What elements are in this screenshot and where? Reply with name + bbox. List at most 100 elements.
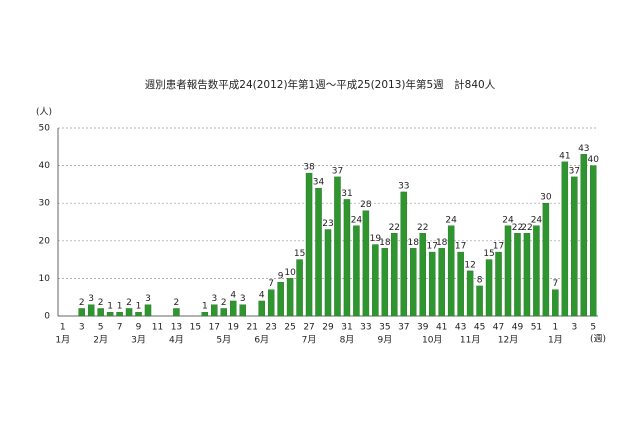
- data-label: 1: [107, 302, 113, 312]
- data-label: 23: [322, 219, 333, 229]
- month-label: 1月: [55, 335, 70, 346]
- month-label: 4月: [169, 335, 184, 346]
- bar: [239, 304, 246, 317]
- month-label: 2月: [93, 335, 108, 346]
- data-label: 9: [278, 272, 284, 282]
- month-label: 9月: [377, 335, 392, 346]
- x-tick-label: 21: [246, 323, 257, 333]
- data-label: 18: [436, 238, 448, 248]
- x-tick-label: 1: [60, 323, 66, 333]
- x-tick-label: 1: [553, 323, 559, 333]
- bar: [267, 289, 275, 317]
- bar: [419, 233, 426, 317]
- data-label: 15: [483, 249, 494, 259]
- x-tick-label: 13: [171, 323, 182, 333]
- y-tick-label: 40: [39, 161, 51, 171]
- y-tick-label: 30: [39, 199, 51, 209]
- y-tick-label: 10: [39, 274, 51, 284]
- bar: [315, 187, 322, 317]
- data-label: 7: [553, 279, 559, 289]
- bar: [476, 285, 483, 317]
- bar: [286, 278, 294, 317]
- month-label: 11月: [460, 335, 480, 346]
- bar: [305, 172, 313, 317]
- y-axis-label: (人): [36, 107, 52, 118]
- bar: [485, 259, 493, 317]
- x-tick-label: 19: [228, 323, 240, 333]
- bar: [410, 248, 417, 317]
- month-label: 5月: [216, 335, 231, 346]
- data-label: 24: [445, 215, 457, 225]
- x-tick-label: 35: [379, 323, 390, 333]
- data-label: 2: [126, 298, 132, 308]
- x-tick-label: 43: [455, 323, 466, 333]
- bar: [135, 312, 142, 317]
- bar: [571, 176, 578, 317]
- bar: [125, 308, 133, 317]
- x-tick-label: 33: [360, 323, 371, 333]
- data-label: 22: [521, 223, 532, 233]
- bar: [296, 259, 303, 317]
- bar: [106, 312, 114, 317]
- data-label: 24: [531, 215, 543, 225]
- data-label: 18: [379, 238, 391, 248]
- x-tick-label: 15: [190, 323, 201, 333]
- data-label: 15: [294, 249, 305, 259]
- data-label: 28: [360, 200, 372, 210]
- x-tick-label: 47: [493, 323, 504, 333]
- bar: [144, 304, 152, 317]
- x-tick-label: 17: [209, 323, 220, 333]
- bar: [324, 229, 332, 317]
- data-label: 37: [569, 166, 580, 176]
- x-tick-label: 11: [152, 323, 163, 333]
- bar: [533, 225, 540, 317]
- data-label: 33: [398, 181, 409, 191]
- data-label: 30: [540, 193, 552, 203]
- bar: [97, 308, 104, 317]
- x-tick-label: 49: [512, 323, 524, 333]
- bar: [523, 233, 531, 317]
- data-label: 1: [202, 302, 208, 312]
- month-label: 3月: [131, 335, 146, 346]
- data-label: 17: [455, 242, 466, 252]
- data-label: 2: [98, 298, 104, 308]
- month-label: 12月: [498, 335, 518, 346]
- bar: [590, 165, 597, 317]
- y-tick-label: 0: [44, 312, 50, 322]
- bar: [428, 251, 436, 317]
- data-label: 2: [174, 298, 180, 308]
- data-label: 22: [512, 223, 523, 233]
- data-label: 24: [502, 215, 514, 225]
- x-tick-label: 5: [590, 323, 596, 333]
- data-label: 8: [477, 275, 483, 285]
- data-label: 17: [426, 242, 437, 252]
- data-label: 2: [79, 298, 85, 308]
- data-label: 3: [211, 294, 217, 304]
- bar: [334, 176, 341, 317]
- x-tick-label: 7: [117, 323, 123, 333]
- y-tick-label: 50: [39, 124, 51, 134]
- data-label: 31: [341, 189, 352, 199]
- bar: [353, 225, 360, 317]
- x-tick-label: 29: [322, 323, 334, 333]
- x-tick-label: 45: [474, 323, 485, 333]
- data-label: 22: [389, 223, 400, 233]
- bar: [457, 251, 464, 317]
- month-label: 6月: [254, 335, 269, 346]
- data-label: 38: [303, 163, 315, 173]
- x-tick-label: 41: [436, 323, 447, 333]
- bar: [87, 304, 95, 317]
- x-tick-label: 25: [284, 323, 295, 333]
- x-tick-label: 51: [531, 323, 542, 333]
- bar: [400, 191, 408, 317]
- bar: [362, 210, 370, 317]
- bar: [580, 154, 588, 317]
- bar: [220, 308, 228, 317]
- data-label: 1: [136, 302, 142, 312]
- data-label: 4: [259, 290, 265, 300]
- y-tick-label: 20: [39, 236, 51, 246]
- x-tick-label: 9: [136, 323, 142, 333]
- data-label: 3: [145, 294, 151, 304]
- data-label: 17: [493, 242, 504, 252]
